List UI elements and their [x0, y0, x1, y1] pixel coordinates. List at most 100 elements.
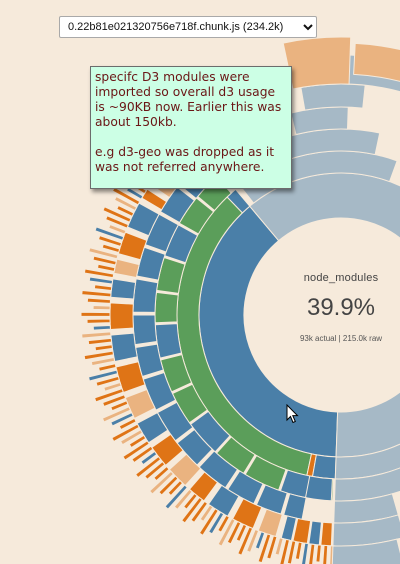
sunburst-segment[interactable] [110, 411, 134, 427]
sunburst-segment[interactable] [83, 268, 115, 279]
sunburst-segment[interactable] [246, 528, 260, 553]
sunburst-segment[interactable] [92, 304, 111, 311]
sunburst-segment[interactable] [94, 344, 113, 352]
sunburst-segment[interactable] [207, 511, 225, 535]
annotation-note: specifc D3 modules were imported so over… [90, 66, 292, 189]
sunburst-segment[interactable] [311, 454, 337, 480]
sunburst-segment[interactable] [292, 517, 312, 545]
sunburst-segment[interactable] [140, 450, 158, 466]
sunburst-segment[interactable] [105, 215, 130, 229]
sunburst-segment[interactable] [94, 226, 125, 241]
sunburst-segment[interactable] [153, 465, 170, 482]
sunburst-segment[interactable] [131, 445, 154, 464]
sunburst-segment[interactable] [128, 434, 147, 449]
sunburst-segment[interactable] [308, 520, 322, 546]
sunburst-segment[interactable] [98, 363, 117, 372]
sunburst-segment[interactable] [96, 263, 116, 272]
center-percentage: 39.9% [306, 294, 376, 321]
sunburst-segment[interactable] [101, 394, 127, 408]
sunburst-segment[interactable] [86, 297, 112, 304]
sunburst-segment[interactable] [113, 195, 138, 212]
center-label: node_modules 39.9% 93k actual | 215.0k r… [262, 272, 400, 343]
sunburst-segment[interactable] [173, 488, 193, 510]
sunburst-segment[interactable] [87, 337, 113, 346]
sunburst-segment[interactable] [119, 429, 144, 446]
sunburst-segment[interactable] [92, 255, 117, 266]
sunburst-segment[interactable] [134, 455, 162, 479]
sunburst-segment[interactable] [108, 223, 127, 235]
sunburst-segment[interactable] [115, 361, 146, 394]
sunburst-segment[interactable] [144, 460, 166, 480]
sunburst-segment[interactable] [217, 517, 236, 547]
sunburst-segment[interactable] [102, 206, 132, 223]
sunburst-segment[interactable] [124, 388, 156, 420]
sunburst-segment[interactable] [282, 36, 352, 90]
sunburst-segment[interactable] [198, 508, 219, 536]
sunburst-segment[interactable] [110, 332, 138, 363]
sunburst-segment[interactable] [88, 276, 114, 285]
sunburst-segment[interactable] [353, 42, 400, 82]
sunburst-segment[interactable] [304, 475, 333, 502]
sunburst-segment[interactable] [92, 324, 111, 331]
sunburst-segment[interactable] [95, 375, 120, 387]
sunburst-segment[interactable] [235, 523, 248, 543]
sunburst-segment[interactable] [110, 278, 137, 300]
sunburst-segment[interactable] [279, 538, 291, 564]
sunburst-segment[interactable] [101, 406, 132, 423]
sunburst-segment[interactable] [300, 542, 310, 564]
sunburst-segment[interactable] [148, 470, 175, 495]
sunburst-segment[interactable] [217, 514, 231, 533]
sunburst-segment-other[interactable] [331, 538, 400, 564]
sunburst-segment[interactable] [113, 258, 140, 279]
sunburst-segment[interactable] [80, 311, 111, 317]
sunburst-segment[interactable] [154, 291, 179, 324]
sunburst-segment[interactable] [101, 243, 121, 254]
sunburst-segment[interactable] [257, 533, 272, 564]
sunburst-segment[interactable] [237, 526, 254, 556]
sunburst-segment[interactable] [110, 400, 129, 412]
sunburst-segment[interactable] [266, 535, 278, 560]
sunburst-segment[interactable] [255, 484, 288, 515]
sunburst-segment[interactable] [159, 354, 193, 393]
chunk-select[interactable]: 0.22b81e021320756e718f.chunk.js (234.2k) [59, 16, 317, 38]
sunburst-segment[interactable] [122, 440, 150, 461]
sunburst-segment[interactable] [111, 423, 140, 443]
sunburst-segment[interactable] [116, 204, 135, 217]
sunburst-segment[interactable] [180, 496, 204, 524]
sunburst-segment[interactable] [308, 543, 316, 564]
sunburst-segment[interactable] [322, 544, 329, 564]
sunburst-segment[interactable] [182, 492, 198, 510]
center-sizes: 93k actual | 215.0k raw [299, 334, 383, 343]
sunburst-segment[interactable] [254, 531, 266, 550]
sunburst-segment[interactable] [158, 475, 179, 496]
sunburst-segment[interactable] [207, 484, 240, 517]
sunburst-segment[interactable] [226, 520, 242, 545]
sunburst-segment[interactable] [81, 331, 112, 339]
sunburst-segment[interactable] [90, 356, 116, 367]
sunburst-segment[interactable] [280, 515, 297, 542]
sunburst-segment[interactable] [83, 350, 115, 361]
center-module-name: node_modules [303, 272, 379, 284]
sunburst-segment[interactable] [81, 289, 112, 298]
sunburst-segment[interactable] [86, 318, 111, 324]
sunburst-segment[interactable] [118, 417, 137, 431]
sunburst-segment[interactable] [132, 314, 158, 346]
sunburst-segment[interactable] [164, 484, 189, 510]
sunburst-segment[interactable] [132, 278, 159, 313]
sunburst-arcs [80, 36, 400, 564]
sunburst-segment[interactable] [103, 381, 122, 392]
sunburst-segment[interactable] [93, 284, 113, 292]
sunburst-segment[interactable] [190, 500, 209, 523]
sunburst-segment[interactable] [320, 521, 333, 547]
sunburst-segment[interactable] [274, 537, 284, 556]
sunburst-segment-other[interactable] [300, 83, 366, 111]
sunburst-segment[interactable] [199, 504, 214, 523]
sunburst-segment[interactable] [88, 247, 119, 260]
sunburst-segment[interactable] [109, 302, 134, 331]
sunburst-segment[interactable] [167, 479, 184, 497]
sunburst-segment[interactable] [315, 544, 322, 563]
sunburst-segment[interactable] [97, 235, 123, 247]
sunburst-segment[interactable] [87, 369, 119, 382]
sunburst-segment[interactable] [93, 388, 124, 403]
sunburst-segment[interactable] [294, 541, 303, 561]
